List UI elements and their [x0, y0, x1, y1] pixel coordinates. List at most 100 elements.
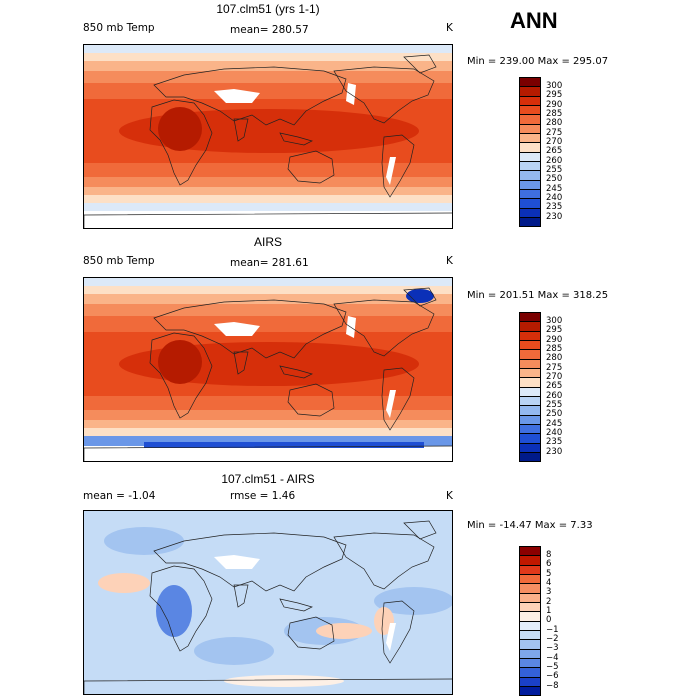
- colorbar-swatch: [519, 433, 541, 443]
- colorbar-tick-label: 5: [546, 568, 552, 579]
- panel-3-colorbar: [519, 546, 541, 696]
- colorbar-swatch: [519, 602, 541, 612]
- colorbar-swatch: [519, 161, 541, 171]
- panel-3-colorbar-labels: 8 6 5 4 3 2 1 0 −1 −2 −3 −4 −5 −6 −8: [546, 550, 559, 691]
- panel-1-minmax: Min = 239.00 Max = 295.07: [467, 56, 609, 67]
- colorbar-swatch: [519, 179, 541, 190]
- colorbar-swatch: [519, 133, 541, 143]
- panel-3-mean-label: mean = -1.04: [83, 490, 156, 502]
- colorbar-swatch: [519, 686, 541, 696]
- colorbar-tick-label: 280: [546, 353, 563, 364]
- colorbar-tick-label: 275: [546, 362, 563, 373]
- colorbar-swatch: [519, 424, 541, 434]
- colorbar-tick-label: 275: [546, 127, 563, 138]
- colorbar-swatch: [519, 207, 541, 218]
- colorbar-swatch: [519, 667, 541, 677]
- colorbar-tick-label: 240: [546, 428, 563, 439]
- colorbar-tick-label: 245: [546, 183, 563, 194]
- colorbar-swatch: [519, 86, 541, 96]
- panel-3-minmax: Min = -14.47 Max = 7.33: [467, 520, 593, 531]
- colorbar-tick-label: 285: [546, 109, 563, 120]
- colorbar-swatch: [519, 77, 541, 87]
- panel-2-minmax: Min = 201.51 Max = 318.25: [467, 290, 609, 301]
- colorbar-swatch: [519, 312, 541, 322]
- colorbar-tick-label: 0: [546, 615, 552, 626]
- colorbar-swatch: [519, 95, 541, 106]
- panel-1-colorbar-labels: 300 295 290 285 280 275 270 265 260 255 250 245 240 2…: [546, 81, 563, 222]
- colorbar-swatch: [519, 396, 541, 406]
- colorbar-tick-label: 290: [546, 334, 563, 345]
- colorbar-swatch: [519, 349, 541, 359]
- season-label: ANN: [510, 8, 558, 33]
- colorbar-swatch: [519, 330, 541, 341]
- panel-2-mean-label: mean= 281.61: [230, 257, 309, 269]
- colorbar-tick-label: 255: [546, 400, 563, 411]
- colorbar-tick-label: −5: [546, 662, 559, 673]
- colorbar-tick-label: 1: [546, 606, 552, 617]
- colorbar-tick-label: 240: [546, 193, 563, 204]
- colorbar-swatch: [519, 639, 541, 649]
- panel-3-map: [83, 510, 453, 695]
- colorbar-tick-label: 260: [546, 155, 563, 166]
- panel-1-unit-label: K: [446, 22, 453, 34]
- colorbar-tick-label: 280: [546, 118, 563, 129]
- colorbar-swatch: [519, 546, 541, 556]
- colorbar-tick-label: 230: [546, 211, 563, 222]
- panel-3-rmse-label: rmse = 1.46: [230, 490, 296, 502]
- colorbar-swatch: [519, 189, 541, 199]
- panel-3-title: 107.clm51 - AIRS: [221, 472, 315, 486]
- colorbar-swatch: [519, 405, 541, 415]
- colorbar-tick-label: −3: [546, 643, 559, 654]
- colorbar-swatch: [519, 368, 541, 378]
- panel-2-colorbar-labels: 300 295 290 285 280 275 270 265 260 255 250 245 240 2…: [546, 316, 563, 457]
- colorbar-swatch: [519, 583, 541, 593]
- panel-1-mean-label: mean= 280.57: [230, 24, 309, 36]
- colorbar-swatch: [519, 114, 541, 124]
- colorbar-tick-label: 245: [546, 418, 563, 429]
- colorbar-swatch: [519, 386, 541, 397]
- colorbar-swatch: [519, 452, 541, 462]
- colorbar-tick-label: 300: [546, 316, 563, 326]
- colorbar-tick-label: 8: [546, 550, 552, 560]
- colorbar-swatch: [519, 340, 541, 350]
- colorbar-swatch: [519, 217, 541, 227]
- colorbar-swatch: [519, 377, 541, 387]
- colorbar-tick-label: 260: [546, 390, 563, 401]
- colorbar-tick-label: 6: [546, 559, 552, 570]
- colorbar-swatch: [519, 611, 541, 621]
- colorbar-swatch: [519, 648, 541, 659]
- panel-2-map: [83, 277, 453, 462]
- colorbar-tick-label: 3: [546, 587, 552, 598]
- colorbar-swatch: [519, 630, 541, 640]
- panel-2-unit-label: K: [446, 255, 453, 267]
- colorbar-tick-label: 290: [546, 99, 563, 110]
- colorbar-swatch: [519, 414, 541, 425]
- colorbar-swatch: [519, 123, 541, 134]
- colorbar-tick-label: 265: [546, 381, 563, 392]
- colorbar-tick-label: −6: [546, 671, 559, 682]
- colorbar-swatch: [519, 442, 541, 453]
- colorbar-tick-label: 230: [546, 446, 563, 457]
- colorbar-tick-label: 235: [546, 202, 563, 213]
- panel-2-variable-label: 850 mb Temp: [83, 255, 155, 267]
- panel-2-colorbar: [519, 312, 541, 462]
- colorbar-tick-label: 4: [546, 578, 552, 589]
- panel-2-title: AIRS: [253, 235, 282, 249]
- colorbar-tick-label: −4: [546, 652, 559, 663]
- colorbar-swatch: [519, 142, 541, 152]
- colorbar-swatch: [519, 592, 541, 603]
- colorbar-tick-label: 270: [546, 372, 563, 383]
- colorbar-swatch: [519, 170, 541, 180]
- colorbar-swatch: [519, 151, 541, 162]
- colorbar-swatch: [519, 574, 541, 584]
- panel-1-title: 107.clm51 (yrs 1-1): [216, 2, 320, 16]
- colorbar-tick-label: 270: [546, 137, 563, 148]
- colorbar-swatch: [519, 676, 541, 687]
- colorbar-swatch: [519, 658, 541, 668]
- panel-1-variable-label: 850 mb Temp: [83, 22, 155, 34]
- colorbar-swatch: [519, 198, 541, 208]
- colorbar-tick-label: 300: [546, 81, 563, 91]
- colorbar-swatch: [519, 105, 541, 115]
- colorbar-swatch: [519, 564, 541, 575]
- colorbar-swatch: [519, 620, 541, 631]
